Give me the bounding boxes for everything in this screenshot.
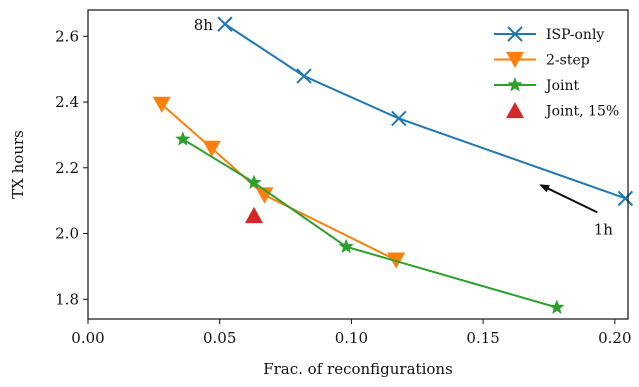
- series-line: [182, 138, 558, 309]
- series-joint: [175, 131, 565, 314]
- legend-label: Joint, 15%: [544, 104, 619, 120]
- series-line: [161, 103, 397, 262]
- legend-marker: [506, 101, 524, 119]
- x-tick-label: 0.15: [466, 329, 499, 347]
- y-axis-label: TX hours: [9, 130, 27, 199]
- data-point: [152, 96, 171, 113]
- series-joint-15: [244, 206, 263, 224]
- x-tick-label: 0.20: [598, 329, 631, 347]
- legend-label: Joint: [544, 78, 580, 94]
- series-2-step: [152, 96, 406, 269]
- legend-label: 2-step: [546, 53, 590, 69]
- x-tick-label: 0.10: [335, 329, 368, 347]
- legend-label: ISP-only: [546, 27, 604, 43]
- y-tick-label: 2.6: [55, 27, 79, 45]
- x-tick-label: 0.05: [203, 329, 236, 347]
- data-point: [617, 190, 634, 207]
- annotation-label: 8h: [194, 16, 214, 34]
- legend-item-isp-only: ISP-only: [494, 26, 604, 43]
- annotations: 8h 1h: [194, 16, 614, 238]
- data-point: [244, 206, 263, 224]
- data-point: [296, 68, 312, 84]
- plot-frame: [87, 9, 629, 320]
- y-axis: 1.8 2.0 2.2 2.4 2.6: [55, 27, 88, 308]
- data-point: [549, 299, 565, 314]
- y-tick-label: 2.4: [55, 93, 79, 111]
- marker-stroke: [217, 16, 233, 32]
- data-point: [255, 187, 274, 204]
- series-isp-only: [217, 16, 634, 207]
- annotation-arrow: [539, 184, 598, 214]
- marker-stroke: [617, 190, 634, 207]
- data-point: [175, 131, 191, 146]
- plot-area: [152, 16, 634, 314]
- legend-marker: [506, 51, 524, 69]
- data-point: [246, 174, 262, 190]
- marker-stroke: [391, 110, 407, 127]
- legend-item-joint-15: Joint, 15%: [506, 101, 619, 120]
- data-point: [217, 16, 233, 32]
- y-tick-label: 2.2: [55, 159, 79, 177]
- marker-stroke: [507, 26, 523, 42]
- series-line: [224, 23, 626, 200]
- marker-stroke: [296, 68, 312, 84]
- legend-marker: [507, 77, 523, 92]
- x-tick-label: 0.00: [71, 329, 104, 347]
- y-tick-label: 2.0: [55, 225, 79, 243]
- legend-item-joint: Joint: [494, 77, 580, 94]
- legend-item-2-step: 2-step: [494, 51, 590, 69]
- x-axis: 0.00 0.05 0.10 0.15 0.20: [71, 319, 632, 347]
- data-point: [338, 238, 354, 254]
- data-point: [202, 140, 221, 157]
- y-tick-label: 1.8: [55, 290, 79, 308]
- data-point: [391, 110, 407, 127]
- legend: ISP-only 2-step Joint Joint, 15%: [494, 26, 619, 120]
- annotation-label: 1h: [594, 220, 614, 238]
- x-axis-label: Frac. of reconfigurations: [263, 360, 453, 378]
- legend-marker: [507, 26, 523, 42]
